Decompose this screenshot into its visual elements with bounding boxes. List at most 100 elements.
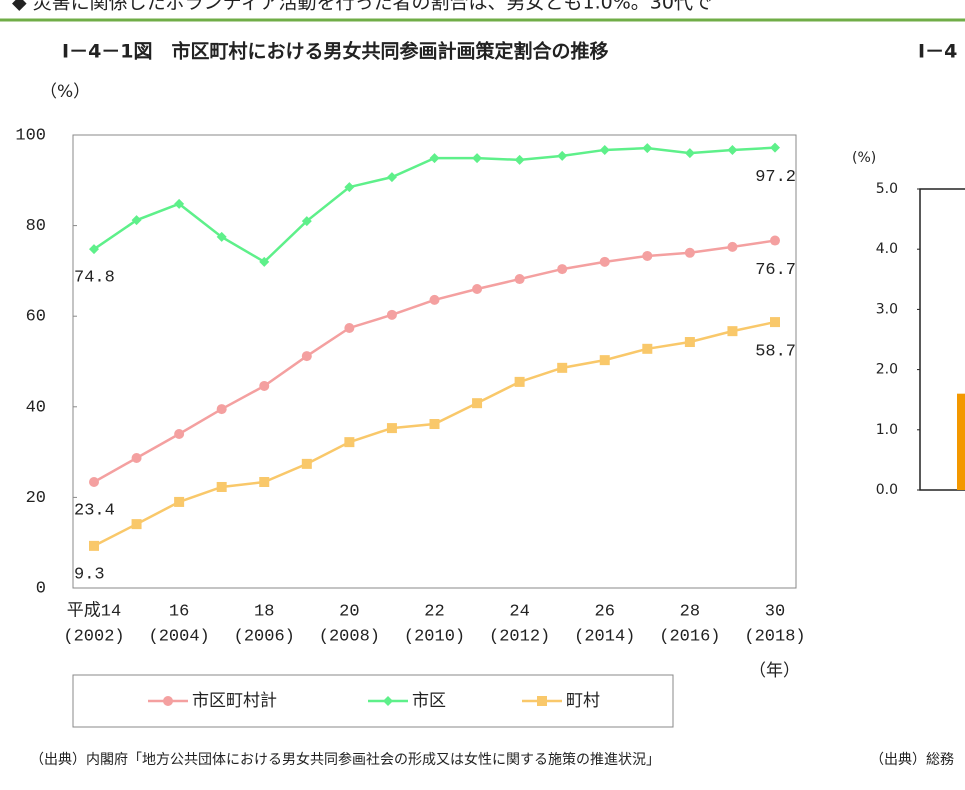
point — [89, 540, 99, 551]
point — [344, 322, 355, 333]
value-label: 76.7 — [755, 261, 796, 280]
point — [216, 231, 227, 242]
series-line — [93, 239, 776, 484]
point — [259, 256, 270, 267]
x-tick-label: 30 — [765, 602, 785, 621]
value-label: 97.2 — [755, 168, 796, 187]
point — [89, 476, 99, 487]
banner-box — [0, 0, 965, 22]
chart-title: Ⅰ－4 — [918, 41, 957, 63]
point — [131, 519, 142, 530]
x-tick-label: 22 — [424, 602, 444, 621]
point — [472, 398, 483, 409]
plot-frame — [919, 188, 965, 491]
point — [174, 428, 185, 439]
legend-marker — [537, 696, 547, 706]
point — [770, 235, 780, 246]
x-tick-label: 26 — [595, 602, 615, 621]
y-tick-label: 0 — [36, 579, 46, 598]
point — [642, 250, 653, 261]
y-unit: (%) — [852, 150, 876, 166]
legend-label: 市区 — [412, 691, 446, 711]
x-unit: （年） — [749, 661, 800, 681]
plot-frame — [72, 134, 797, 589]
point — [174, 198, 185, 209]
point — [727, 144, 738, 155]
point — [429, 294, 440, 305]
point — [472, 153, 483, 164]
x-tick-sublabel: (2002) — [63, 627, 124, 646]
point — [344, 182, 355, 193]
x-tick-sublabel: (2014) — [574, 627, 635, 646]
point — [514, 274, 525, 285]
point — [429, 153, 440, 164]
point — [514, 376, 525, 387]
y-tick-label: 60 — [26, 308, 46, 327]
x-tick-label: 24 — [509, 602, 529, 621]
source: （出典）内閣府「地方公共団体における男女共同参画社会の形成又は女性に関する施策の… — [30, 751, 660, 768]
y-tick-label: 2.0 — [876, 362, 898, 378]
y-tick-label: 0.0 — [876, 482, 898, 498]
x-tick-sublabel: (2004) — [149, 627, 210, 646]
value-label: 74.8 — [74, 269, 115, 288]
x-tick-sublabel: (2010) — [404, 627, 465, 646]
point — [514, 154, 525, 165]
y-tick-label: 3.0 — [876, 301, 898, 317]
point — [472, 284, 483, 295]
banner-text: ◆ 災害に関係したボランティア活動を行った者の割合は、男女とも1.0%。30代で — [12, 0, 712, 14]
point — [684, 148, 695, 159]
x-tick-label: 16 — [169, 602, 189, 621]
y-unit: （%） — [40, 82, 90, 102]
point — [599, 144, 610, 155]
x-tick-sublabel: (2016) — [659, 627, 720, 646]
x-tick-label: 平成14 — [67, 600, 121, 621]
source: （出典）総務 — [870, 752, 954, 768]
y-tick-label: 4.0 — [876, 241, 898, 257]
legend-marker — [383, 696, 393, 706]
value-label: 9.3 — [74, 565, 105, 584]
point — [557, 150, 568, 161]
point — [301, 458, 312, 469]
point — [727, 326, 738, 337]
point — [770, 317, 780, 328]
point — [216, 404, 227, 415]
point — [684, 247, 695, 258]
point — [216, 481, 227, 492]
chart-title: Ⅰ－4－1図 市区町村における男女共同参画計画策定割合の推移 — [62, 40, 609, 63]
legend-marker — [163, 696, 173, 706]
x-tick-sublabel: (2018) — [744, 627, 805, 646]
point — [557, 264, 568, 275]
point — [642, 143, 653, 154]
point — [599, 256, 610, 267]
y-tick-label: 1.0 — [876, 422, 898, 438]
point — [344, 437, 355, 448]
x-tick-label: 20 — [339, 602, 359, 621]
y-tick-label: 40 — [26, 398, 46, 417]
point — [386, 172, 397, 183]
point — [174, 496, 185, 507]
legend-label: 市区町村計 — [192, 691, 277, 711]
point — [131, 215, 142, 226]
x-tick-sublabel: (2006) — [234, 627, 295, 646]
y-tick-label: 80 — [26, 217, 46, 236]
x-tick-sublabel: (2008) — [319, 627, 380, 646]
point — [727, 241, 738, 252]
point — [301, 351, 312, 362]
point — [642, 343, 653, 354]
value-label: 23.4 — [74, 501, 115, 520]
legend-box — [72, 674, 674, 728]
point — [131, 452, 142, 463]
point — [89, 244, 99, 255]
series-line — [93, 146, 776, 264]
legend-label: 町村 — [566, 691, 600, 711]
x-tick-sublabel: (2012) — [489, 627, 550, 646]
bar — [957, 393, 965, 490]
point — [599, 355, 610, 366]
series-line — [93, 320, 776, 547]
y-tick-label: 20 — [26, 489, 46, 508]
point — [429, 419, 440, 430]
x-tick-label: 28 — [680, 602, 700, 621]
y-tick-label: 5.0 — [876, 181, 898, 197]
point — [557, 362, 568, 373]
